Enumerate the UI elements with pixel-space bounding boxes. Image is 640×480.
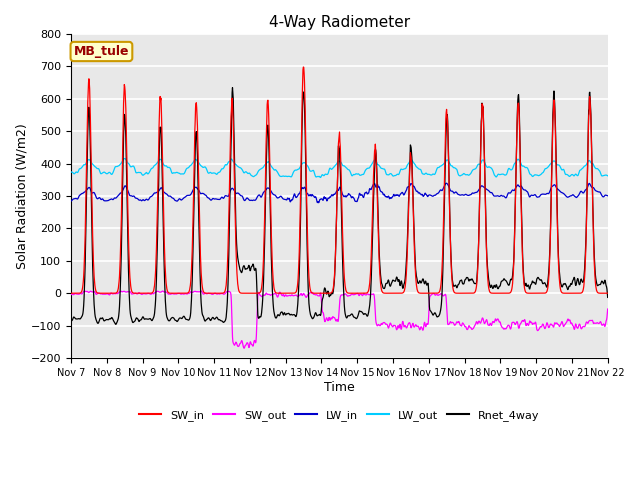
Legend: SW_in, SW_out, LW_in, LW_out, Rnet_4way: SW_in, SW_out, LW_in, LW_out, Rnet_4way [134, 406, 544, 425]
X-axis label: Time: Time [324, 381, 355, 394]
Title: 4-Way Radiometer: 4-Way Radiometer [269, 15, 410, 30]
Y-axis label: Solar Radiation (W/m2): Solar Radiation (W/m2) [15, 123, 28, 269]
Text: MB_tule: MB_tule [74, 45, 129, 58]
